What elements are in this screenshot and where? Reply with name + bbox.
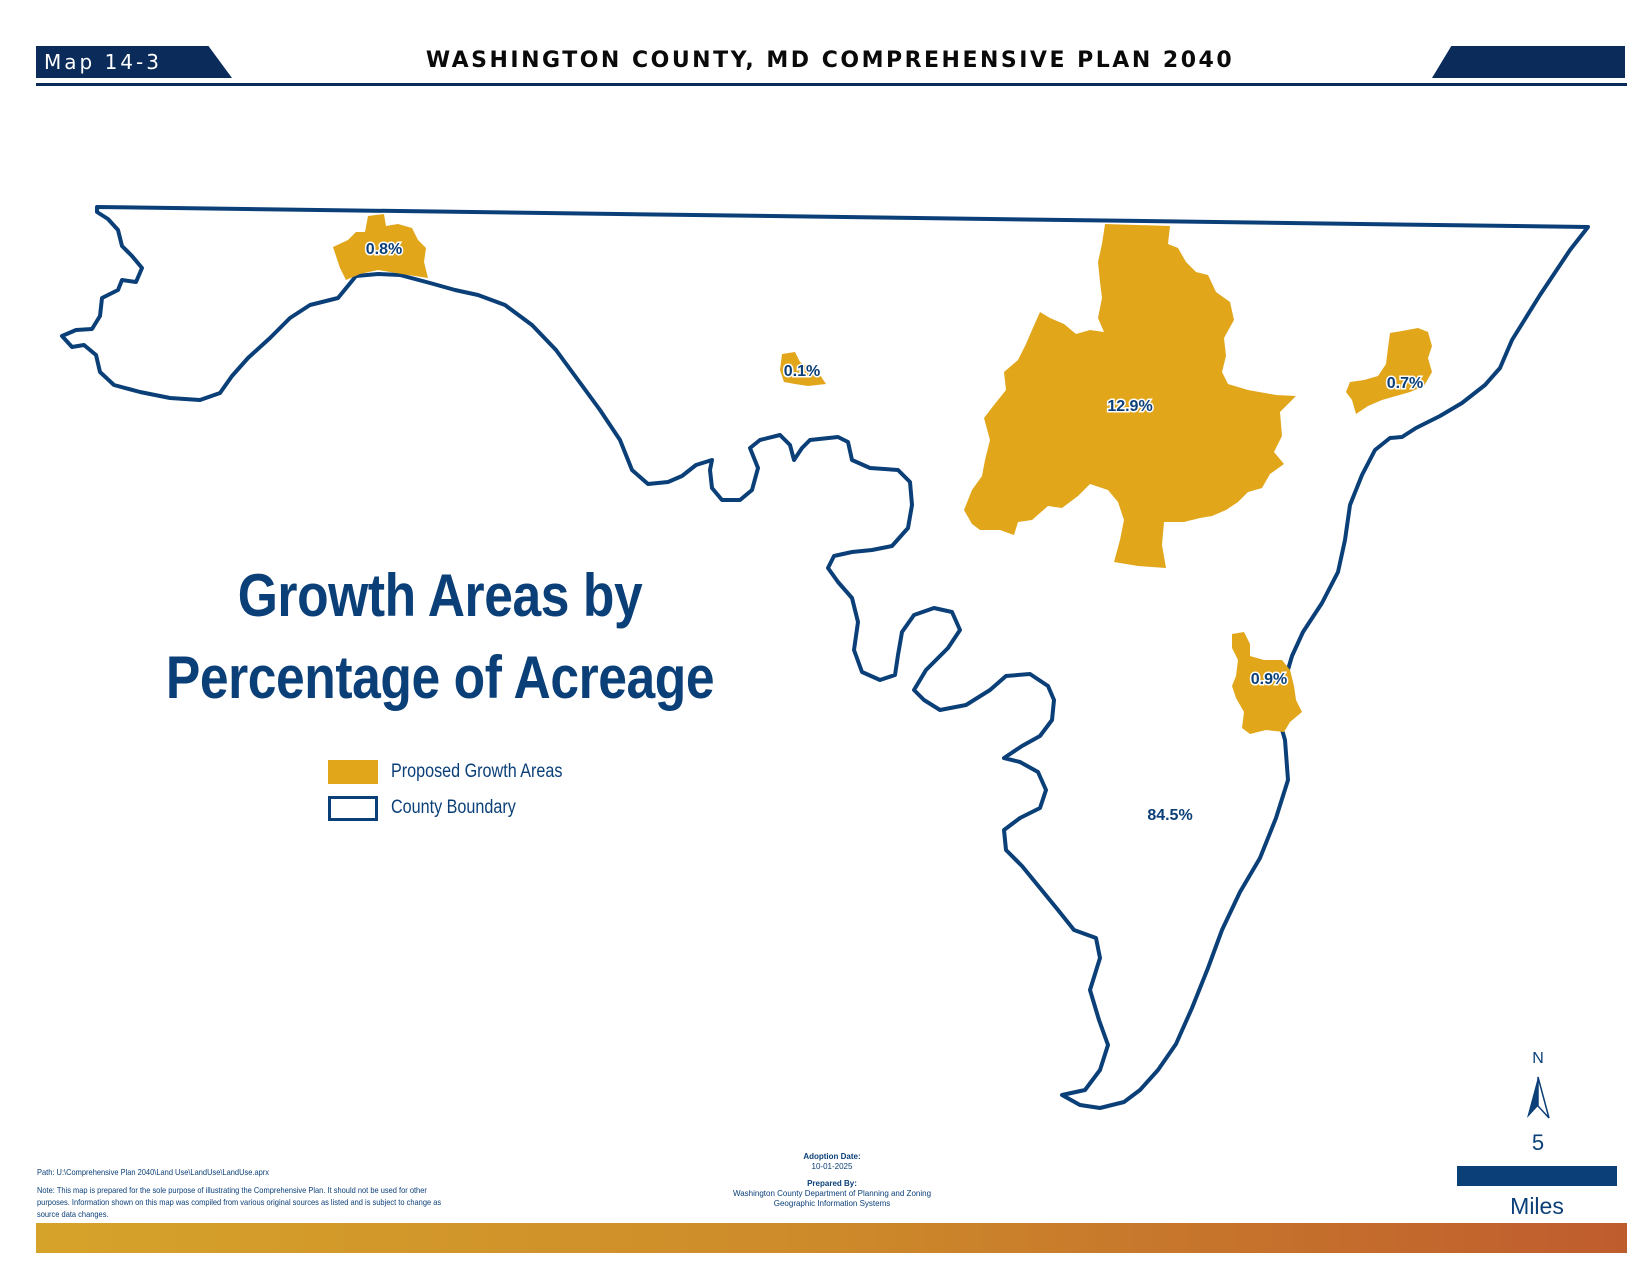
scale-value: 5 [1531,1130,1545,1155]
growth-area-boonsboro [1232,632,1302,734]
label-remainder: 84.5% [1147,807,1192,824]
legend-item-growth-areas: Proposed Growth Areas [328,754,593,790]
label-clear-spring: 0.1% [784,363,820,380]
growth-area-smithsburg [1346,328,1432,414]
prepared-by-line-1: Washington County Department of Planning… [732,1189,932,1198]
map-number: Map 14-3 [44,50,162,74]
footer-gradient-band [36,1223,1627,1253]
prepared-by-line-2: Geographic Information Systems [773,1199,891,1208]
adoption-label: Adoption Date: [803,1152,861,1161]
header-rule [36,83,1627,86]
adoption-date: 10-01-2025 [811,1162,853,1171]
map-title-line-1: Growth Areas by [237,562,643,629]
legend: Proposed Growth Areas County Boundary [328,754,593,826]
scale-bar [1457,1166,1617,1186]
north-arrow: N [1520,1050,1556,1068]
label-smithsburg: 0.7% [1387,375,1423,392]
label-hancock: 0.8% [366,241,402,258]
map-number-tab: Map 14-3 [36,46,232,78]
header-accent-tab [1432,46,1625,78]
growth-area-clear-spring [780,352,826,386]
legend-item-county-boundary: County Boundary [328,790,593,826]
prepared-label: Prepared By: [807,1179,857,1188]
legend-label: Proposed Growth Areas [391,761,563,782]
north-arrow-icon [1527,1076,1550,1119]
label-hagerstown: 12.9% [1107,398,1152,415]
growth-area-hagerstown [964,224,1296,568]
footer-notes: Path: U:\Comprehensive Plan 2040\Land Us… [37,1166,457,1220]
page-title: WASHINGTON COUNTY, MD COMPREHENSIVE PLAN… [425,48,1235,73]
county-boundary-swatch [328,795,378,821]
disclaimer-note: Note: This map is prepared for the sole … [37,1185,442,1219]
file-path: Path: U:\Comprehensive Plan 2040\Land Us… [37,1167,270,1177]
legend-label: County Boundary [391,797,516,818]
growth-area-hancock [333,214,428,280]
growth-area-swatch [328,760,378,784]
map-title: Growth Areas by Percentage of Acreage [165,555,715,719]
north-letter: N [1532,1050,1544,1067]
map-title-line-2: Percentage of Acreage [165,644,715,711]
scale-unit: Miles [1510,1193,1564,1219]
footer-credits: Adoption Date: 10-01-2025 Prepared By: W… [702,1152,962,1209]
label-boonsboro: 0.9% [1251,671,1287,688]
